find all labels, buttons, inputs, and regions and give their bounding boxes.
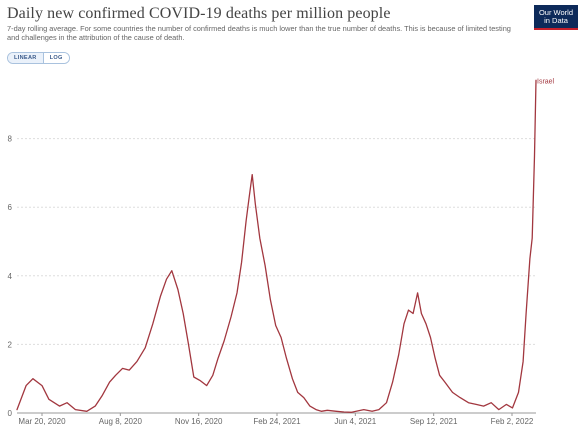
series-label-israel: Israel bbox=[537, 78, 555, 85]
owid-logo[interactable]: Our World in Data bbox=[534, 5, 578, 30]
logo-line-2: in Data bbox=[544, 15, 568, 25]
axes bbox=[17, 412, 536, 416]
x-tick-label: Nov 16, 2020 bbox=[175, 417, 223, 426]
x-tick-label: Feb 2, 2022 bbox=[491, 417, 534, 426]
tick-labels: 0 2 4 6 8 Mar 20, 2020 Aug 8, 2020 Nov 16, 2020… bbox=[8, 135, 534, 426]
x-tick-label: Sep 12, 2021 bbox=[410, 417, 458, 426]
log-scale-button[interactable]: LOG bbox=[43, 53, 69, 63]
x-tick-label: Mar 20, 2020 bbox=[18, 417, 66, 426]
x-tick-label: Aug 8, 2020 bbox=[99, 417, 143, 426]
chart-subtitle: 7-day rolling average. For some countrie… bbox=[7, 24, 511, 42]
scale-toggle: LINEAR LOG bbox=[7, 52, 70, 64]
y-tick-label: 2 bbox=[8, 340, 13, 349]
x-tick-label: Feb 24, 2021 bbox=[253, 417, 301, 426]
y-tick-label: 0 bbox=[8, 409, 13, 418]
grid-lines bbox=[17, 138, 536, 345]
chart-title: Daily new confirmed COVID-19 deaths per … bbox=[7, 5, 391, 22]
y-tick-label: 4 bbox=[8, 272, 13, 281]
linear-scale-button[interactable]: LINEAR bbox=[8, 53, 44, 63]
y-tick-label: 8 bbox=[8, 135, 13, 144]
logo-line-1: Our World bbox=[538, 7, 574, 17]
x-tick-label: Jun 4, 2021 bbox=[334, 417, 376, 426]
series-line-israel[interactable] bbox=[16, 79, 537, 413]
series-layer: Israel bbox=[16, 78, 555, 413]
y-tick-label: 6 bbox=[8, 203, 13, 212]
